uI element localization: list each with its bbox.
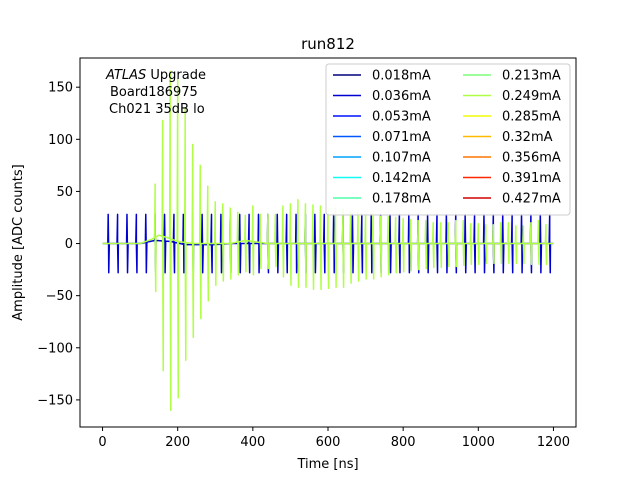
legend-label: 0.053mA [372,110,431,125]
annotation-line-1: ATLAS Upgrade [105,68,206,83]
x-tick-label: 1200 [537,435,570,450]
y-axis: −150 −100 −50 0 50 100 150 [37,81,80,408]
x-tick-label: 400 [240,435,265,450]
x-axis: 0 200 400 600 800 1000 1200 [98,427,570,450]
legend: 0.018mA 0.036mA 0.053mA 0.071mA 0.107mA 0.142… [325,63,571,216]
x-axis-label: Time [ns] [296,457,358,472]
legend-label: 0.071mA [372,130,431,145]
legend-label: 0.142mA [372,171,431,186]
y-tick-label: 100 [48,133,73,148]
legend-label: 0.213mA [502,69,561,84]
annotation-atlas: ATLAS [105,68,146,83]
x-tick-label: 0 [98,435,106,450]
x-tick-label: 800 [391,435,416,450]
legend-label: 0.018mA [372,69,431,84]
y-tick-label: 150 [48,81,73,96]
annotation-line-3: Ch021 35dB lo [109,102,205,117]
y-tick-label: 0 [65,237,73,252]
legend-label: 0.285mA [502,110,561,125]
atlas-annotation: ATLAS Upgrade Board186975 Ch021 35dB lo [105,68,206,117]
annotation-upgrade: Upgrade [146,68,206,83]
x-tick-label: 600 [316,435,341,450]
legend-label: 0.427mA [502,192,561,207]
legend-label: 0.356mA [502,151,561,166]
annotation-line-2: Board186975 [110,85,198,100]
y-tick-label: −100 [37,341,73,356]
y-tick-label: 50 [56,185,73,200]
legend-label: 0.32mA [502,130,553,145]
legend-label: 0.249mA [502,89,561,104]
x-tick-label: 1000 [462,435,495,450]
legend-label: 0.036mA [372,89,431,104]
legend-label: 0.391mA [502,171,561,186]
series-line-0.249mA [102,70,554,412]
x-tick-label: 200 [165,435,190,450]
y-tick-label: −150 [37,393,73,408]
legend-label: 0.107mA [372,151,431,166]
chart-title: run812 [301,35,355,53]
y-axis-label: Amplitude [ADC counts] [11,164,26,320]
legend-label: 0.178mA [372,192,431,207]
y-tick-label: −50 [46,289,73,304]
trace-layer [102,70,554,412]
legend-frame [325,63,571,216]
